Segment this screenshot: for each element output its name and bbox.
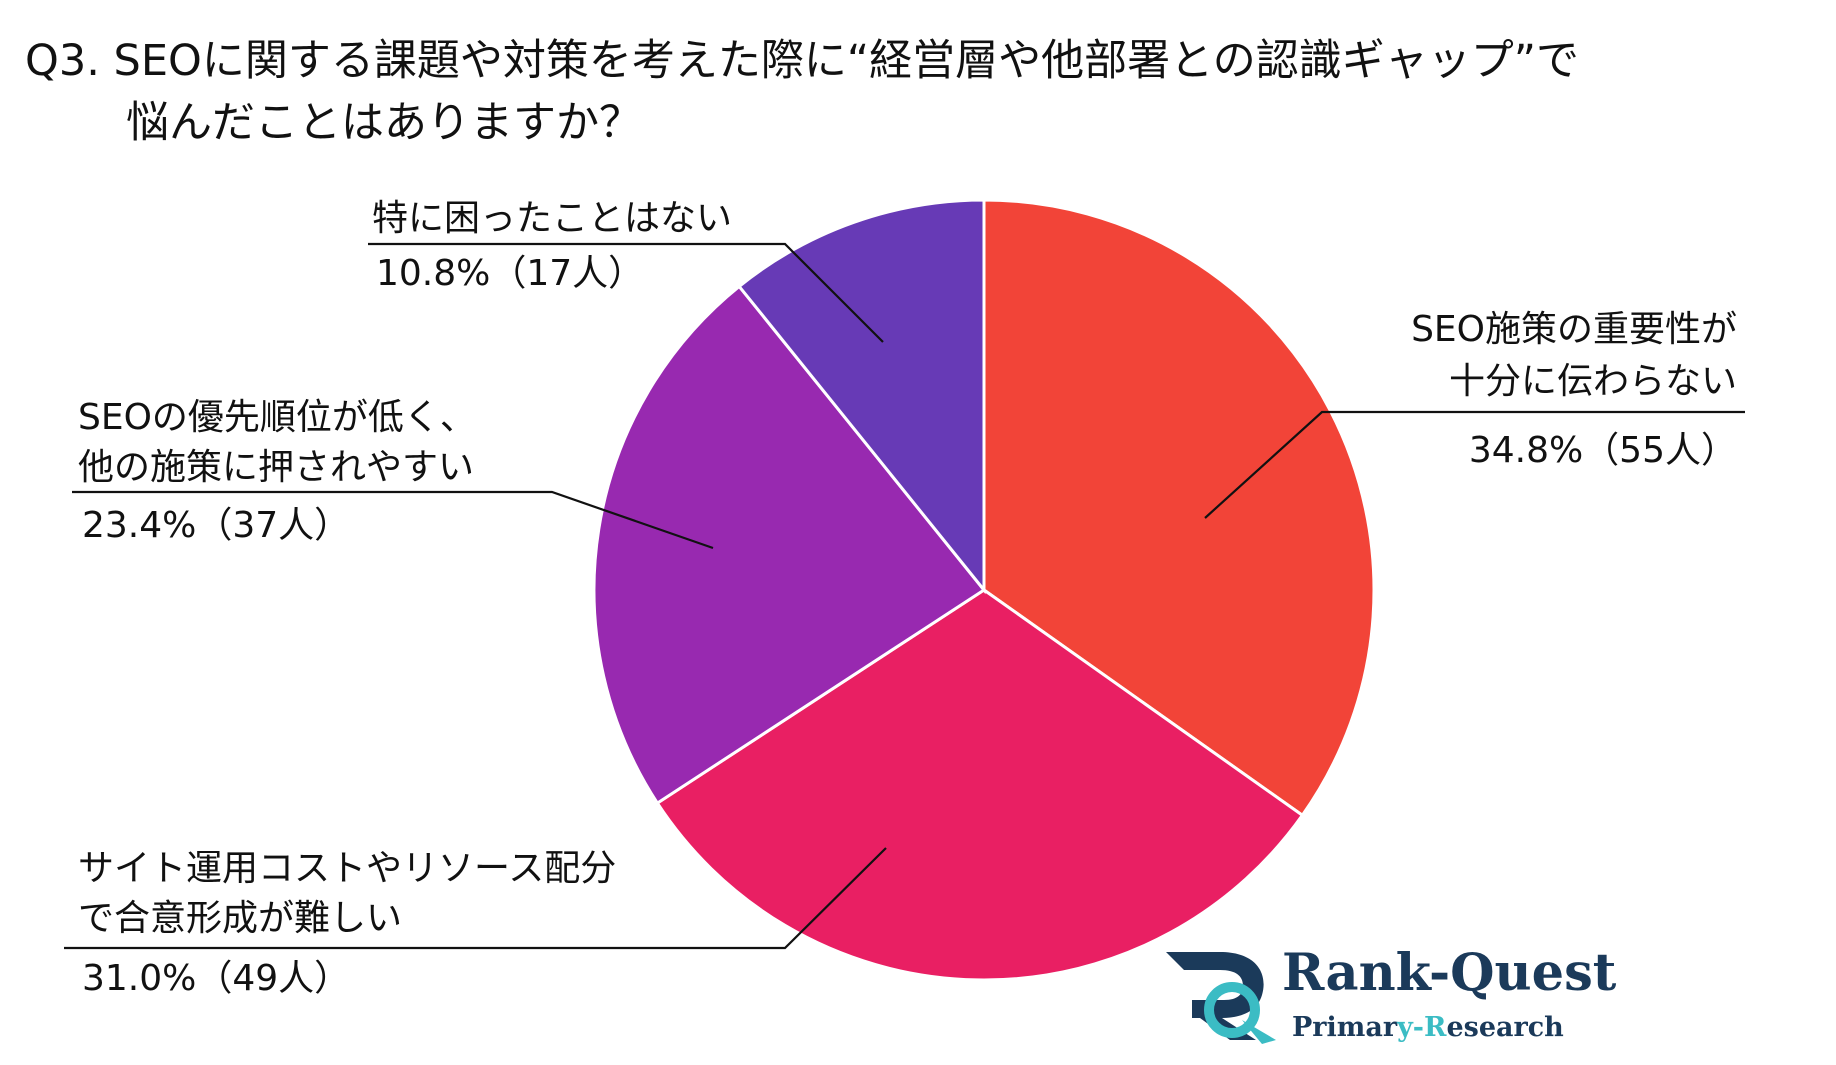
- logo-subtitle: Primary-Research: [1292, 1012, 1564, 1043]
- rq-logo-mark-icon: [1166, 952, 1276, 1044]
- slice-label-low-priority-line-1: SEOの優先順位が低く、: [78, 397, 476, 438]
- slice-value-low-priority: 23.4%（37人）: [82, 505, 350, 546]
- chart-title-line-1: Q3. SEOに関する課題や対策を考えた際に“経営層や他部署との認識ギャップ”で: [25, 36, 1579, 86]
- slice-label-cost-consensus-line-1: サイト運用コストやリソース配分: [78, 848, 616, 889]
- pie-slice-low-priority: [592, 284, 987, 806]
- slice-value-no-problem: 10.8%（17人）: [376, 253, 644, 294]
- slice-label-low-priority-line-2: 他の施策に押されやすい: [78, 447, 474, 488]
- logo-name: Rank-Quest: [1282, 943, 1617, 1003]
- leader-line-cost-consensus: [64, 847, 887, 950]
- pie-slice-seo-importance: [982, 198, 1376, 818]
- leader-line-seo-importance: [1204, 410, 1745, 519]
- leader-line-low-priority: [72, 490, 714, 550]
- slice-label-seo-importance-line-2: 十分に伝わらない: [1449, 361, 1737, 402]
- slice-label-no-problem-line-1: 特に困ったことはない: [372, 198, 732, 239]
- pie-slice-cost-consensus: [655, 588, 1305, 982]
- pie: [592, 198, 1376, 982]
- slice-value-seo-importance: 34.8%（55人）: [1469, 430, 1737, 471]
- leader-line-no-problem: [368, 242, 884, 343]
- slice-label-cost-consensus-line-2: で合意形成が難しい: [78, 898, 402, 939]
- slice-label-seo-importance-line-1: SEO施策の重要性が: [1411, 309, 1737, 350]
- rank-quest-logo: Rank-Quest Primary-Research: [1166, 943, 1617, 1044]
- pie-slice-no-problem: [737, 198, 986, 595]
- slice-value-cost-consensus: 31.0%（49人）: [82, 958, 350, 999]
- chart-title-line-2: 悩んだことはありますか？: [126, 98, 642, 148]
